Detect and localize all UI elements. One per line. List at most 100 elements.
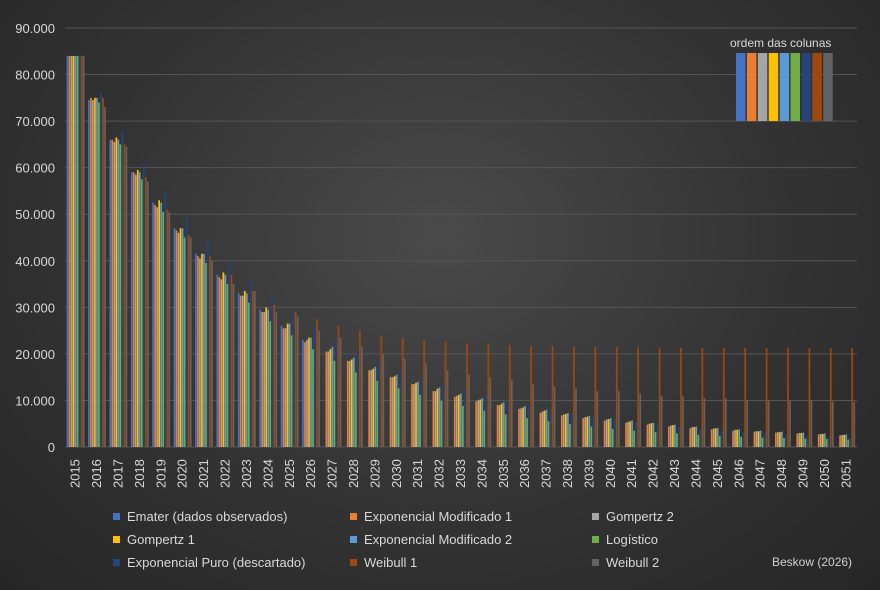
bar bbox=[306, 339, 308, 447]
x-tick-label: 2032 bbox=[432, 459, 447, 488]
bar bbox=[123, 144, 126, 447]
bar bbox=[72, 55, 75, 447]
bar bbox=[335, 337, 338, 447]
bar bbox=[419, 394, 421, 447]
bar bbox=[502, 402, 505, 447]
bar bbox=[78, 55, 81, 447]
bar bbox=[119, 144, 122, 447]
y-tick-label: 90.000 bbox=[15, 21, 55, 36]
bar bbox=[201, 253, 203, 447]
x-axis: 2015 2016 2017 2018 2019 2020 2021 2022 2023 2024… bbox=[68, 459, 854, 488]
x-tick-label: 2048 bbox=[774, 459, 789, 488]
bar bbox=[504, 414, 507, 447]
bar bbox=[455, 395, 458, 447]
bar bbox=[376, 380, 379, 447]
bar bbox=[853, 401, 856, 447]
bar bbox=[567, 413, 569, 447]
bar bbox=[417, 381, 419, 447]
bar bbox=[676, 433, 678, 447]
bar bbox=[354, 372, 357, 447]
bar bbox=[609, 418, 612, 447]
bar bbox=[109, 139, 112, 447]
bar bbox=[304, 342, 306, 447]
y-tick-label: 60.000 bbox=[15, 161, 55, 176]
bar bbox=[670, 425, 672, 447]
bar bbox=[611, 428, 614, 447]
bar bbox=[462, 406, 464, 447]
bar bbox=[168, 211, 171, 447]
x-tick-label: 2033 bbox=[453, 459, 468, 488]
bar bbox=[654, 432, 657, 447]
bar bbox=[457, 394, 460, 447]
bar bbox=[440, 400, 443, 447]
x-tick-label: 2029 bbox=[367, 459, 382, 488]
bar bbox=[496, 405, 499, 447]
bar bbox=[415, 382, 417, 447]
bar bbox=[100, 93, 102, 447]
bar bbox=[588, 415, 591, 447]
y-tick-label: 70.000 bbox=[15, 114, 55, 129]
bar bbox=[740, 436, 743, 447]
bar bbox=[423, 339, 425, 447]
bar bbox=[781, 431, 783, 447]
bar bbox=[232, 284, 235, 447]
bar bbox=[603, 420, 606, 447]
bar bbox=[261, 311, 263, 447]
bar bbox=[800, 433, 803, 447]
bar bbox=[142, 163, 145, 447]
bar bbox=[68, 55, 71, 447]
bar bbox=[722, 347, 725, 447]
bar bbox=[829, 348, 832, 447]
bar bbox=[779, 432, 781, 447]
bar bbox=[806, 436, 809, 447]
bar bbox=[712, 428, 715, 447]
bar bbox=[90, 97, 92, 447]
bar bbox=[810, 400, 813, 447]
bar bbox=[508, 345, 511, 447]
bar bbox=[573, 346, 575, 447]
bar bbox=[389, 377, 392, 447]
bar bbox=[160, 202, 163, 447]
bar bbox=[271, 295, 274, 447]
bar bbox=[761, 437, 764, 447]
bar bbox=[70, 55, 73, 447]
bar bbox=[703, 398, 706, 447]
bar bbox=[545, 409, 548, 447]
bar bbox=[767, 400, 770, 447]
bar bbox=[777, 432, 779, 447]
bar bbox=[132, 172, 135, 448]
bar bbox=[821, 433, 824, 447]
order-swatch bbox=[812, 53, 822, 121]
bar bbox=[526, 418, 528, 447]
bar bbox=[125, 146, 128, 447]
bar bbox=[205, 263, 207, 447]
order-swatch bbox=[790, 53, 800, 121]
bar bbox=[498, 405, 501, 447]
x-tick-label: 2018 bbox=[132, 459, 147, 488]
bar bbox=[506, 400, 509, 447]
bar bbox=[92, 100, 94, 448]
bar bbox=[230, 274, 233, 447]
bar bbox=[530, 345, 532, 447]
bar bbox=[738, 429, 740, 447]
bar bbox=[528, 405, 530, 447]
bar bbox=[660, 395, 663, 447]
bar bbox=[841, 434, 843, 447]
x-tick-label: 2051 bbox=[838, 459, 853, 488]
bar bbox=[637, 347, 640, 447]
bar bbox=[682, 395, 684, 447]
bar bbox=[401, 337, 404, 447]
y-tick-label: 20.000 bbox=[15, 347, 55, 362]
x-tick-label: 2047 bbox=[753, 459, 768, 488]
bar bbox=[701, 347, 704, 447]
bar bbox=[734, 429, 736, 447]
y-tick-label: 0 bbox=[48, 440, 55, 455]
y-tick-label: 30.000 bbox=[15, 300, 55, 315]
bar bbox=[678, 426, 680, 447]
bar bbox=[195, 253, 197, 447]
bar bbox=[333, 360, 336, 447]
bar bbox=[510, 379, 513, 447]
order-swatch bbox=[736, 53, 746, 121]
bar bbox=[403, 358, 406, 447]
